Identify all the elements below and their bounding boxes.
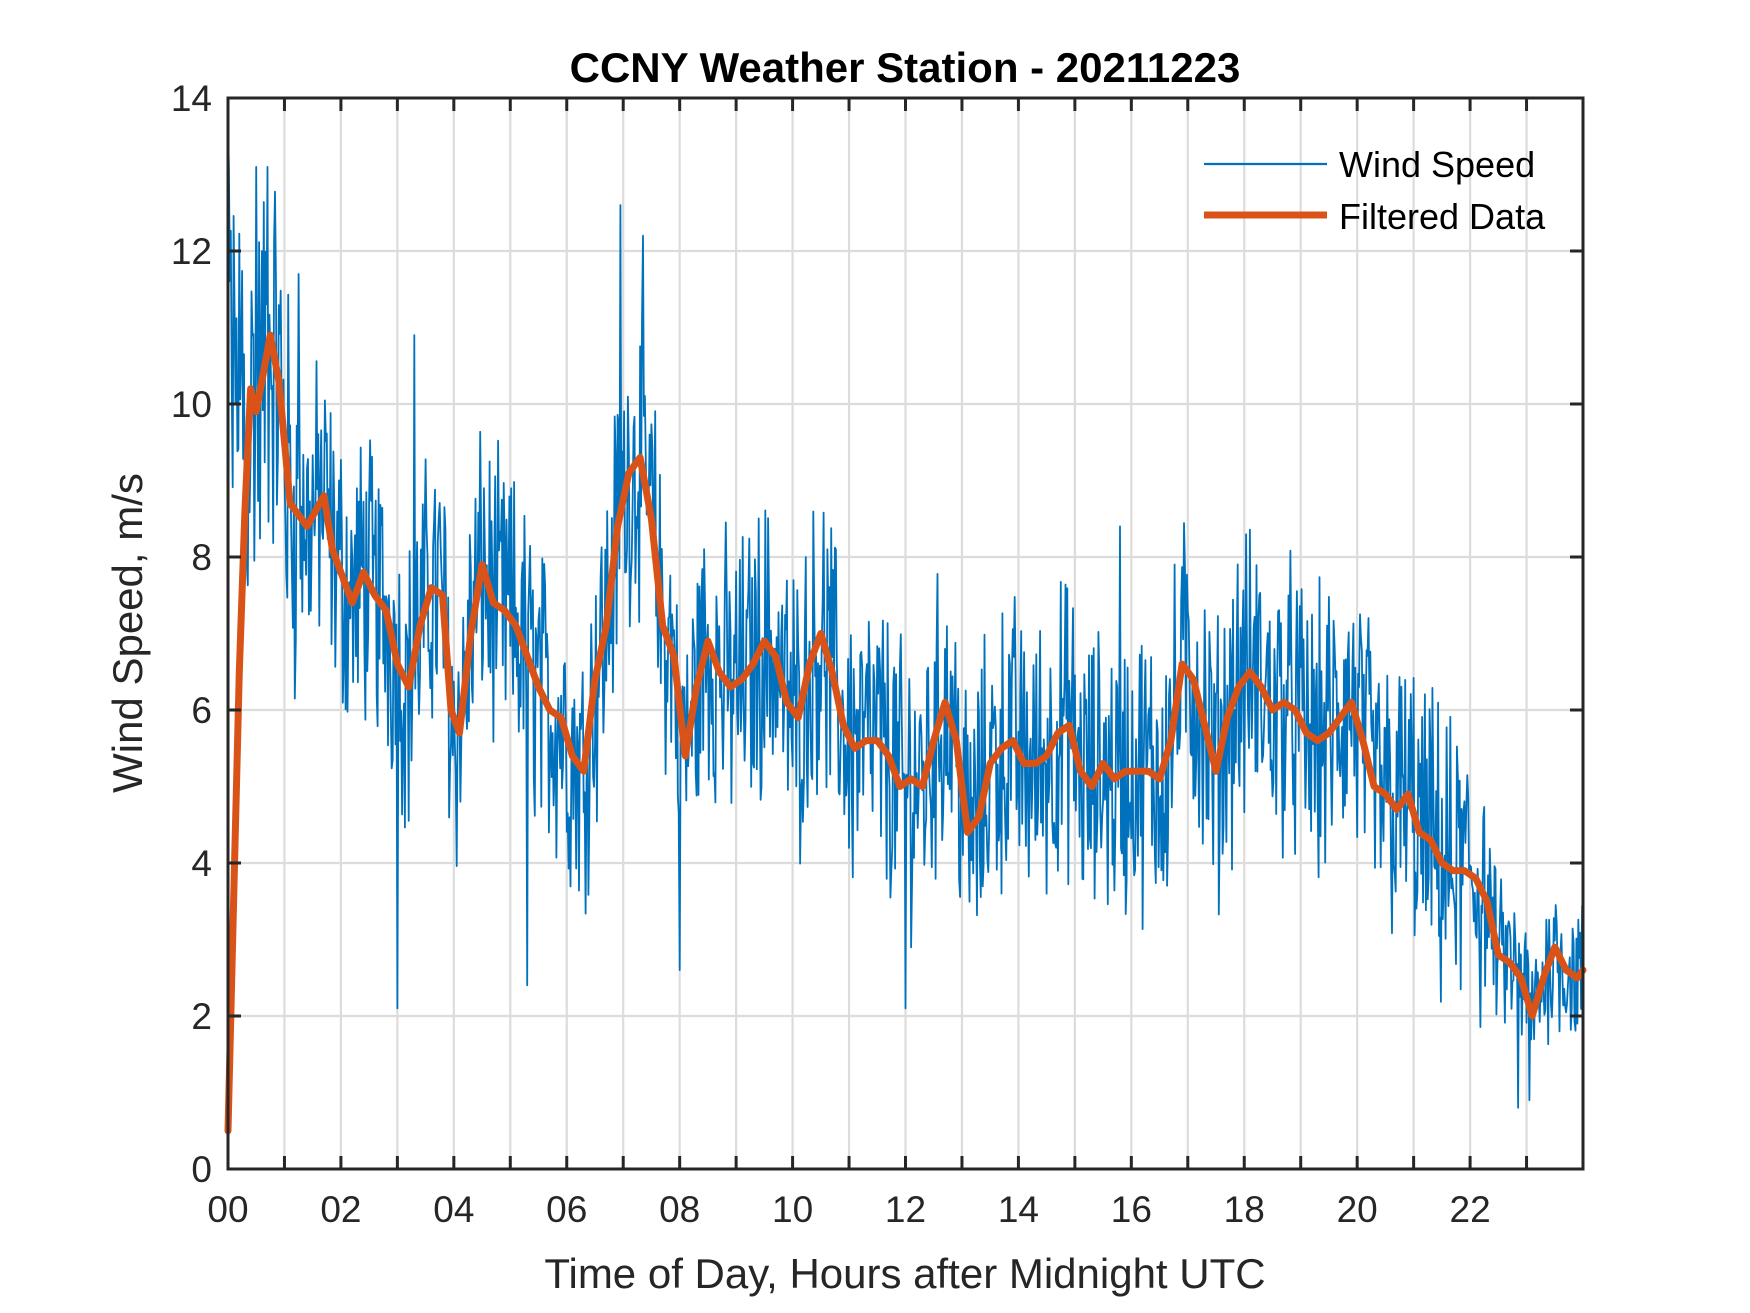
x-tick-label: 10 xyxy=(772,1189,813,1230)
legend-label-wind-speed: Wind Speed xyxy=(1339,144,1535,185)
x-tick-label: 04 xyxy=(433,1189,474,1230)
chart-title: CCNY Weather Station - 20211223 xyxy=(570,44,1241,91)
x-tick-label: 12 xyxy=(885,1189,926,1230)
x-axis-label: Time of Day, Hours after Midnight UTC xyxy=(544,1250,1265,1297)
y-tick-label: 10 xyxy=(171,384,212,425)
x-tick-label: 08 xyxy=(659,1189,700,1230)
x-tick-label: 16 xyxy=(1111,1189,1152,1230)
series-line-wind-speed xyxy=(227,128,1584,1109)
plot-series xyxy=(224,128,1587,1135)
y-tick-label: 4 xyxy=(191,843,212,884)
y-tick-label: 2 xyxy=(191,996,212,1037)
x-tick-label: 22 xyxy=(1450,1189,1491,1230)
legend-label-filtered-data: Filtered Data xyxy=(1339,196,1546,237)
legend: Wind Speed Filtered Data xyxy=(1204,144,1546,237)
axes xyxy=(226,96,1585,1171)
x-tick-label: 14 xyxy=(998,1189,1039,1230)
x-tick-label: 20 xyxy=(1337,1189,1378,1230)
y-tick-label: 12 xyxy=(171,231,212,272)
x-tick-label: 06 xyxy=(546,1189,587,1230)
y-tick-label: 8 xyxy=(191,537,212,578)
x-tick-label: 00 xyxy=(207,1189,248,1230)
y-tick-label: 6 xyxy=(191,690,212,731)
x-tick-label: 18 xyxy=(1224,1189,1265,1230)
y-tick-label: 0 xyxy=(191,1149,212,1190)
series-line-filtered-data xyxy=(224,331,1587,1135)
y-tick-label: 14 xyxy=(171,78,212,119)
x-tick-label: 02 xyxy=(320,1189,361,1230)
y-axis-label: Wind Speed, m/s xyxy=(104,473,151,793)
